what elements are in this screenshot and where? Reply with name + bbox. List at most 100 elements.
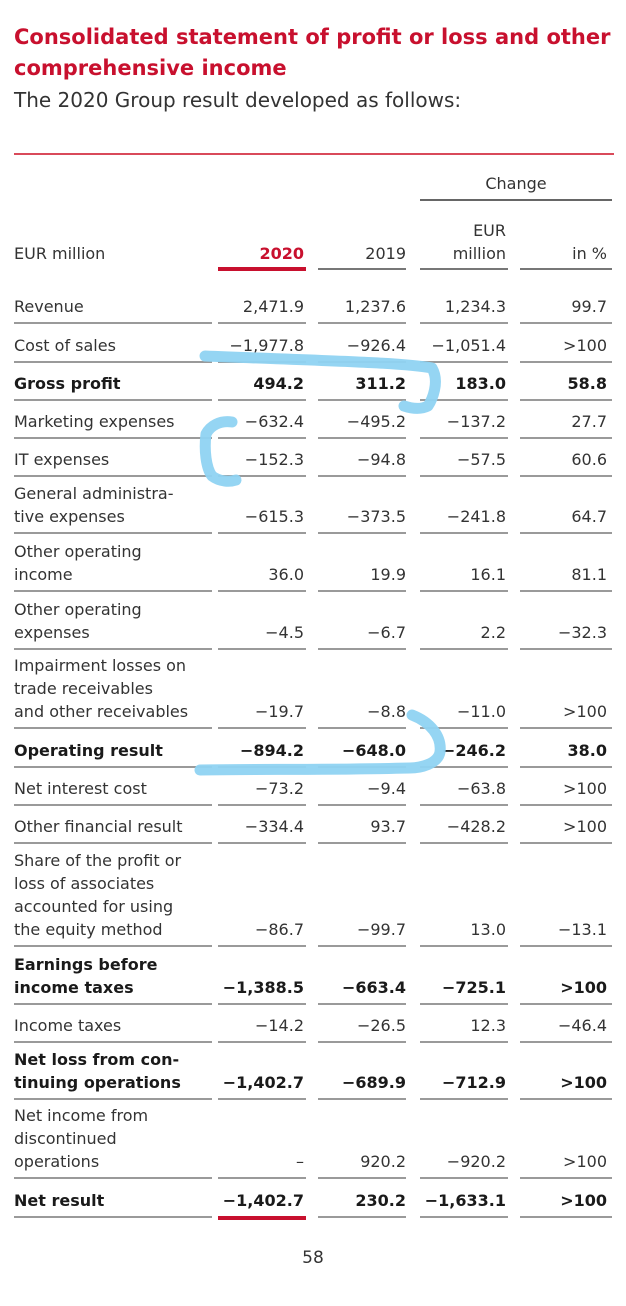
change-pct: −46.4 bbox=[557, 1016, 607, 1035]
row-rule bbox=[420, 1216, 508, 1218]
value-2020: −73.2 bbox=[254, 779, 304, 798]
change-pct: 81.1 bbox=[571, 565, 607, 584]
row-rule bbox=[520, 1098, 612, 1100]
row-rule bbox=[14, 1003, 212, 1005]
header-2019-underline bbox=[318, 268, 406, 270]
value-2020: −86.7 bbox=[254, 920, 304, 939]
row-rule bbox=[318, 1177, 406, 1179]
row-rule bbox=[218, 804, 306, 806]
row-label: Other financial result bbox=[14, 817, 183, 836]
row-rule bbox=[14, 437, 212, 439]
row-rule bbox=[218, 590, 306, 592]
row-rule bbox=[14, 945, 212, 947]
row-label: Net result bbox=[14, 1191, 105, 1210]
page-number: 58 bbox=[302, 1248, 324, 1268]
column-header-2020: 2020 bbox=[259, 244, 304, 263]
row-rule bbox=[420, 1041, 508, 1043]
value-2019: 920.2 bbox=[360, 1152, 406, 1171]
value-2019: −9.4 bbox=[367, 779, 406, 798]
row-label: Other operating expenses bbox=[14, 600, 142, 642]
row-rule bbox=[218, 727, 306, 729]
value-2020: – bbox=[296, 1152, 304, 1171]
value-2020: −894.2 bbox=[239, 741, 304, 760]
row-rule bbox=[520, 361, 612, 363]
table-row: Net interest cost −73.2 −9.4 −63.8 >100 bbox=[0, 776, 626, 803]
row-rule bbox=[14, 727, 212, 729]
row-rule bbox=[14, 1098, 212, 1100]
row-rule bbox=[318, 766, 406, 768]
value-2019: −926.4 bbox=[346, 336, 406, 355]
row-rule bbox=[420, 842, 508, 844]
row-rule bbox=[420, 590, 508, 592]
row-label: Marketing expenses bbox=[14, 412, 175, 431]
row-label: Cost of sales bbox=[14, 336, 116, 355]
header-change-pct-underline bbox=[520, 268, 612, 270]
page-subtitle: The 2020 Group result developed as follo… bbox=[14, 88, 462, 112]
value-2019: 1,237.6 bbox=[344, 297, 406, 316]
row-rule bbox=[318, 361, 406, 363]
table-row: IT expenses −152.3 −94.8 −57.5 60.6 bbox=[0, 447, 626, 474]
table-row: Net income from discontinued operations –… bbox=[0, 1103, 626, 1176]
table-row: Other operating expenses −4.5 −6.7 2.2 −32.3 bbox=[0, 597, 626, 647]
row-rule bbox=[420, 1098, 508, 1100]
net-result-2020-red-underline bbox=[218, 1216, 306, 1220]
table-row: Impairment losses on trade receivables a… bbox=[0, 653, 626, 726]
row-label: Net loss from con- tinuing operations bbox=[14, 1050, 181, 1092]
row-rule bbox=[520, 1041, 612, 1043]
value-2020: 2,471.9 bbox=[242, 297, 304, 316]
change-pct: 38.0 bbox=[567, 741, 607, 760]
value-2019: 19.9 bbox=[370, 565, 406, 584]
change-eur: 2.2 bbox=[480, 623, 506, 642]
row-rule bbox=[420, 1177, 508, 1179]
value-2020: −334.4 bbox=[244, 817, 304, 836]
value-2019: −8.8 bbox=[367, 702, 406, 721]
row-rule bbox=[14, 842, 212, 844]
change-eur: −920.2 bbox=[446, 1152, 506, 1171]
table-row: Other operating income 36.0 19.9 16.1 81.1 bbox=[0, 539, 626, 589]
change-eur: −241.8 bbox=[446, 507, 506, 526]
row-rule bbox=[520, 842, 612, 844]
value-2019: −373.5 bbox=[346, 507, 406, 526]
value-2019: 311.2 bbox=[355, 374, 406, 393]
change-eur: −137.2 bbox=[446, 412, 506, 431]
row-rule bbox=[218, 945, 306, 947]
row-rule bbox=[218, 532, 306, 534]
row-rule bbox=[14, 766, 212, 768]
row-label: Revenue bbox=[14, 297, 84, 316]
row-rule bbox=[520, 727, 612, 729]
row-rule bbox=[14, 399, 212, 401]
table-row: Net result −1,402.7 230.2 −1,633.1 >100 bbox=[0, 1188, 626, 1215]
table-row: Revenue 2,471.9 1,237.6 1,234.3 99.7 bbox=[0, 294, 626, 321]
row-rule bbox=[318, 437, 406, 439]
row-rule bbox=[14, 322, 212, 324]
value-2020: −1,402.7 bbox=[222, 1073, 304, 1092]
row-rule bbox=[14, 475, 212, 477]
change-eur: −428.2 bbox=[446, 817, 506, 836]
row-rule bbox=[520, 766, 612, 768]
row-rule bbox=[218, 1177, 306, 1179]
change-pct: 58.8 bbox=[567, 374, 607, 393]
change-pct: >100 bbox=[563, 817, 607, 836]
change-pct: 60.6 bbox=[571, 450, 607, 469]
row-rule bbox=[218, 1098, 306, 1100]
change-pct: −32.3 bbox=[557, 623, 607, 642]
row-rule bbox=[520, 804, 612, 806]
row-rule bbox=[218, 842, 306, 844]
row-rule bbox=[420, 945, 508, 947]
row-rule bbox=[218, 475, 306, 477]
row-rule bbox=[520, 322, 612, 324]
row-rule bbox=[318, 1098, 406, 1100]
row-rule bbox=[420, 766, 508, 768]
value-2020: −615.3 bbox=[244, 507, 304, 526]
change-eur: −712.9 bbox=[441, 1073, 506, 1092]
change-eur: 13.0 bbox=[470, 920, 506, 939]
change-eur: −57.5 bbox=[456, 450, 506, 469]
row-rule bbox=[218, 1003, 306, 1005]
value-2019: −663.4 bbox=[341, 978, 406, 997]
row-rule bbox=[14, 532, 212, 534]
column-header-change-eur: EUR million bbox=[452, 221, 506, 263]
row-rule bbox=[14, 1216, 212, 1218]
row-rule bbox=[420, 727, 508, 729]
row-rule bbox=[520, 437, 612, 439]
row-label: Share of the profit or loss of associate… bbox=[14, 851, 182, 939]
